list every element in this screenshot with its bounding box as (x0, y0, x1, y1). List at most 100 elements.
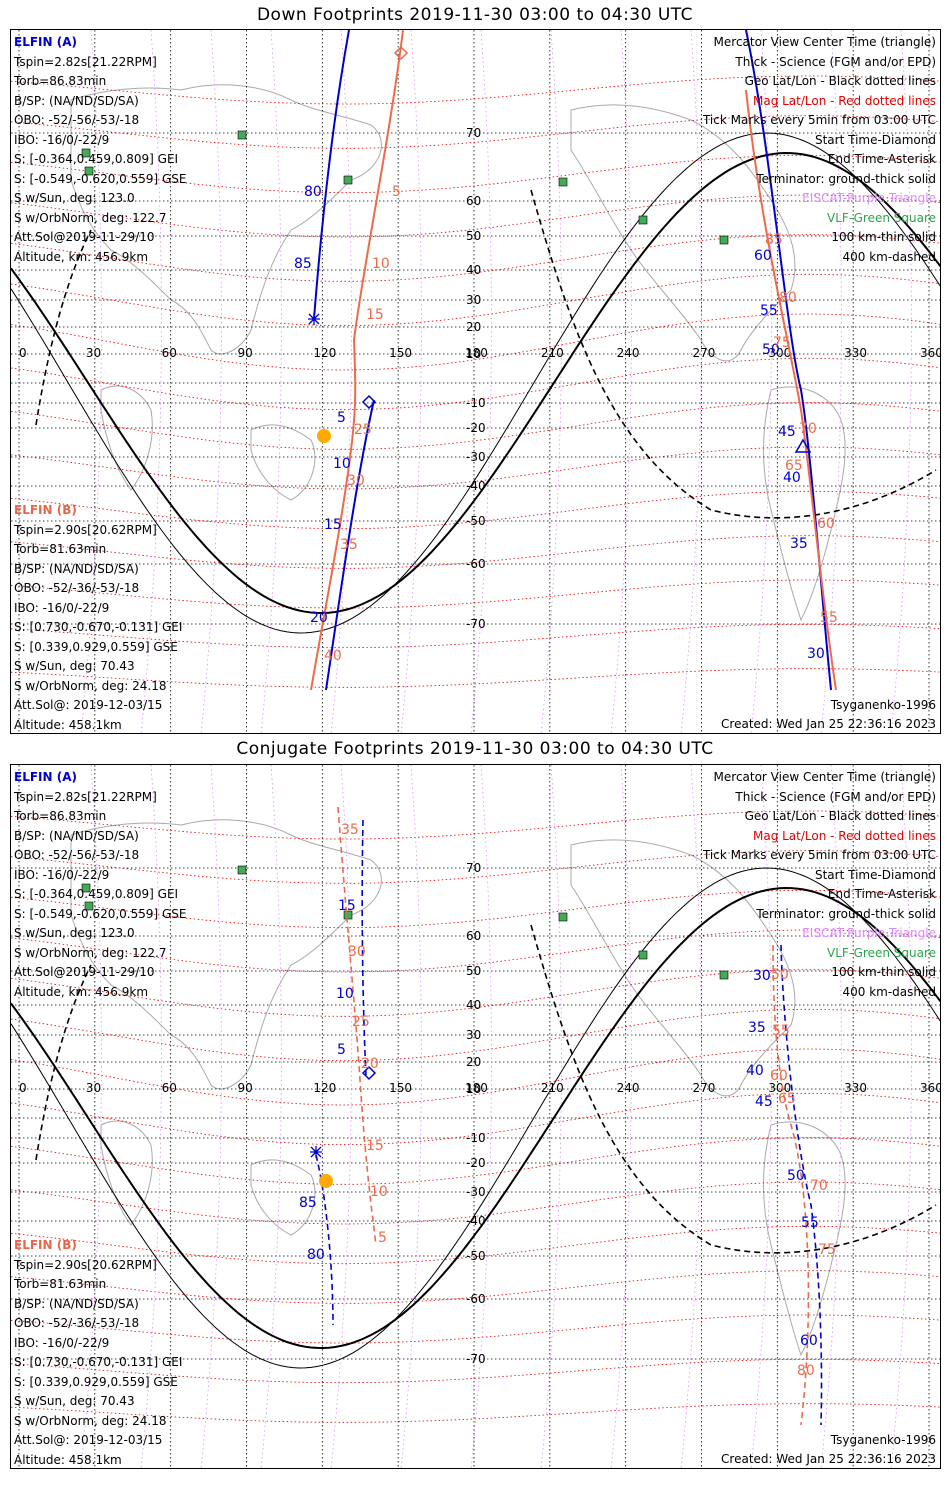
legend-item: Geo Lat/Lon - Black dotted lines (744, 74, 936, 88)
lat-tick-label: -30 (466, 450, 486, 464)
vlf-station-icon (558, 912, 568, 922)
info-line: Altitude: 458.1km (14, 717, 122, 732)
elfin-b-track-label: 35 (340, 537, 358, 553)
lat-tick-label: 60 (466, 929, 481, 943)
terminator-400km (35, 964, 92, 1161)
elfin-a-track-label: 10 (336, 986, 354, 1002)
mag-lat-line (11, 402, 940, 450)
info-line: Altitude, km: 456.9km (14, 249, 149, 264)
mag-lat-line (11, 668, 940, 688)
mag-lon-line (140, 30, 162, 733)
info-line: OBO: -52/-36/-53/-18 (14, 581, 140, 595)
mag-lon-line (470, 30, 492, 733)
lon-tick-label: 60 (162, 1081, 177, 1095)
info-line: Altitude: 458.1km (14, 1452, 122, 1467)
mag-lon-line (260, 765, 282, 1468)
lat-tick-label: 20 (466, 320, 481, 334)
lon-tick-label: 150 (389, 346, 412, 360)
map-panel-conjugate[interactable]: 0 30 60 90 120 150 180 210 240 270 300 330 360 70 60 50… (10, 764, 941, 1469)
legend-item: Mercator View Center Time (triangle) (713, 35, 936, 49)
info-line: Att.Sol@2019-11-29/10 (14, 965, 155, 979)
info-line: S w/Sun, deg: 123.0 (14, 191, 135, 205)
elfin-b-track (310, 30, 404, 691)
model-label: Tsyganenko-1996 (830, 1433, 936, 1447)
elfin-a-track-label: 40 (746, 1063, 764, 1079)
mag-lon-line (820, 765, 842, 1468)
info-line: S: [0.730,-0.670,-0.131] GEI (14, 620, 183, 634)
panel-title-conjugate: Conjugate Footprints 2019-11-30 03:00 to… (236, 739, 714, 759)
legend-item: Start Time-Diamond (814, 867, 936, 882)
legend-item: VLF-Green Square (827, 210, 936, 225)
elfin-a-track-label: 15 (338, 898, 356, 914)
lat-tick-label: -30 (466, 1185, 486, 1199)
legend-item: End Time-Asterisk (827, 152, 936, 166)
legend-item: EISCAT-Purple Triangle (802, 926, 936, 940)
mag-lon-line (400, 765, 422, 1468)
mag-lat-line (11, 1403, 940, 1423)
elfin-b-track-label: 20 (361, 1056, 379, 1072)
info-line: OBO: -52/-56/-53/-18 (14, 848, 140, 862)
elfin-b-track-label: 60 (770, 1068, 788, 1084)
info-line: OBO: -52/-36/-53/-18 (14, 1316, 140, 1330)
lon-tick-label: 210 (541, 346, 564, 360)
elfin-a-info: ELFIN (A) Tspin=2.82s[21.22RPM] Torb=86.8… (14, 768, 187, 1002)
coastline (250, 424, 316, 501)
lat-tick-label: 40 (466, 263, 481, 277)
vlf-station-icon (84, 901, 94, 911)
elfin-a-track-label: 5 (337, 410, 346, 426)
lat-tick-label: -20 (466, 1156, 486, 1170)
mag-lon-line (540, 30, 562, 733)
vlf-station-icon (558, 177, 568, 187)
elfin-a-track (780, 944, 823, 1426)
elfin-a-track-label: 40 (783, 470, 801, 486)
elfin-a-track-label: 80 (304, 184, 322, 200)
elfin-a-track-label: 80 (307, 1247, 325, 1263)
lon-tick-label: 210 (541, 1081, 564, 1095)
lat-tick-label: 40 (466, 998, 481, 1012)
mag-lat-line (11, 313, 940, 371)
info-line: B/SP: (NA/ND/SD/SA) (14, 828, 139, 843)
info-line: S: [-0.549,-0.620,0.559] GSE (14, 171, 187, 186)
info-line: S w/OrbNorm, deg: 24.18 (14, 1413, 167, 1428)
terminator-ground (11, 151, 940, 615)
mag-lat-line (11, 810, 940, 840)
vlf-station-icon (343, 175, 353, 185)
legend-item: Mag Lat/Lon - Red dotted lines (752, 828, 936, 843)
vlf-station-icon (719, 970, 729, 980)
elfin-b-track-label: 25 (354, 422, 372, 438)
elfin-b-header: ELFIN (B) (14, 1238, 77, 1252)
elfin-a-header: ELFIN (A) (14, 35, 77, 49)
elfin-a-track-label: 85 (299, 1195, 317, 1211)
lon-tick-label: 60 (162, 346, 177, 360)
lon-tick-label: 30 (86, 1081, 101, 1095)
lat-tick-label: -40 (466, 1214, 486, 1228)
lon-tick-label: 90 (238, 346, 253, 360)
elfin-b-track-label: 75 (818, 1242, 836, 1258)
terminator-100km (11, 867, 940, 1369)
elfin-b-info: ELFIN (B) Tspin=2.90s[20.62RPM] Torb=81.6… (14, 501, 183, 733)
elfin-a-track-label: 15 (324, 517, 342, 533)
elfin-a-track (313, 30, 350, 320)
mag-lat-line (11, 234, 940, 282)
elfin-b-track-label: 5 (392, 184, 401, 200)
mag-lon-line (540, 765, 562, 1468)
elfin-b-track-label: 30 (347, 473, 365, 489)
lon-tick-label: 300 (768, 1081, 791, 1095)
lat-tick-label: -70 (466, 1352, 486, 1366)
info-line: S w/OrbNorm, deg: 24.18 (14, 678, 167, 693)
info-line: S: [0.730,-0.670,-0.131] GEI (14, 1355, 183, 1369)
mag-lon-line (80, 765, 102, 1468)
elfin-a-track-label: 60 (800, 1333, 818, 1349)
info-line: IBO: -16/0/-22/9 (14, 1335, 110, 1350)
mag-lat-line (11, 1181, 940, 1225)
lat-tick-label: 20 (466, 1055, 481, 1069)
legend-item: Start Time-Diamond (814, 132, 936, 147)
info-line: Att.Sol@2019-11-29/10 (14, 230, 155, 244)
lon-tick-label: 120 (313, 1081, 336, 1095)
lon-tick-label: 0 (19, 1081, 27, 1095)
map-panel-down[interactable]: 0 30 60 90 120 150 180 210 240 270 300 330 360 70 60 50… (10, 29, 941, 734)
lat-tick-label: 50 (466, 964, 481, 978)
elfin-a-header: ELFIN (A) (14, 770, 77, 784)
elfin-b-track-label: 40 (324, 648, 342, 664)
mag-lon-line (140, 765, 162, 1468)
